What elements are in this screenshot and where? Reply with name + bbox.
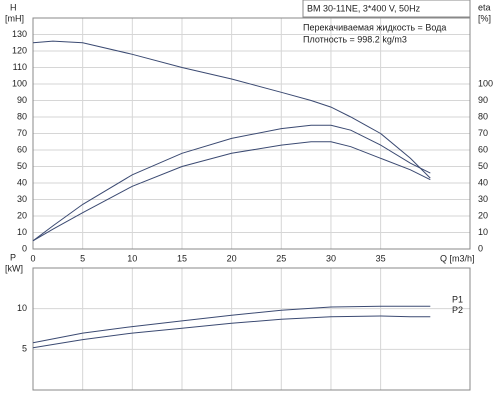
y2-tick-label: 30: [478, 194, 488, 204]
y-tick-label: 100: [12, 78, 27, 88]
curve: [32, 141, 431, 242]
plot-frame: [32, 267, 471, 391]
y-axis-label: P: [10, 252, 16, 262]
y2-tick-label: 10: [478, 227, 488, 237]
y-axis-label: H: [10, 2, 17, 12]
curve: [32, 124, 431, 242]
y-tick-label: 40: [17, 177, 27, 187]
y-tick-label: 110: [13, 62, 27, 72]
y2-tick-label: 70: [478, 128, 488, 138]
series-label: P1: [452, 295, 463, 305]
x-tick-label: 25: [276, 253, 286, 263]
y-tick-label: 130: [12, 29, 27, 39]
x-tick-label: 15: [177, 253, 187, 263]
y-tick-label: 20: [17, 210, 27, 220]
y-tick-label: 120: [12, 45, 27, 55]
x-tick-label: 0: [30, 253, 35, 263]
y2-tick-label: 80: [478, 111, 488, 121]
curve: [32, 40, 431, 179]
chart-title: BM 30-11NE, 3*400 V, 50Hz: [307, 3, 421, 13]
y2-axis-label: eta: [478, 2, 491, 12]
curve: [32, 305, 431, 344]
y-tick-label: 30: [17, 194, 27, 204]
y2-tick-label: 90: [478, 95, 488, 105]
y2-axis-unit: [%]: [478, 13, 491, 23]
y-tick-label: 50: [17, 161, 27, 171]
y-tick-label: 10: [17, 303, 27, 313]
y2-tick-label: 0: [478, 243, 483, 253]
y-tick-label: 70: [17, 128, 27, 138]
y2-tick-label: 50: [478, 161, 488, 171]
x-tick-label: 5: [80, 253, 85, 263]
y-tick-label: 90: [17, 95, 27, 105]
x-tick-label: 10: [127, 253, 137, 263]
y2-tick-label: 20: [478, 210, 488, 220]
y-axis-unit: [kW]: [5, 263, 23, 273]
y-tick-label: 10: [17, 227, 27, 237]
plot-frame: [32, 17, 471, 250]
y2-tick-label: 60: [478, 144, 488, 154]
series-label: P2: [452, 305, 463, 315]
y-tick-label: 0: [22, 243, 27, 253]
y-tick-label: 80: [17, 111, 27, 121]
y-axis-unit: [mH]: [5, 13, 24, 23]
curve: [32, 315, 431, 349]
y2-tick-label: 40: [478, 177, 488, 187]
y-tick-label: 5: [22, 344, 27, 354]
x-tick-label: 30: [326, 253, 336, 263]
annotation: Перекачиваемая жидкость = Вода: [303, 22, 446, 32]
annotation: Плотность = 998.2 kg/m3: [303, 34, 407, 44]
y-tick-label: 60: [17, 144, 27, 154]
title-box: [302, 0, 471, 18]
x-tick-label: 35: [376, 253, 386, 263]
x-axis-label: Q [m3/h]: [440, 253, 475, 263]
x-tick-label: 20: [227, 253, 237, 263]
y2-tick-label: 100: [478, 78, 493, 88]
